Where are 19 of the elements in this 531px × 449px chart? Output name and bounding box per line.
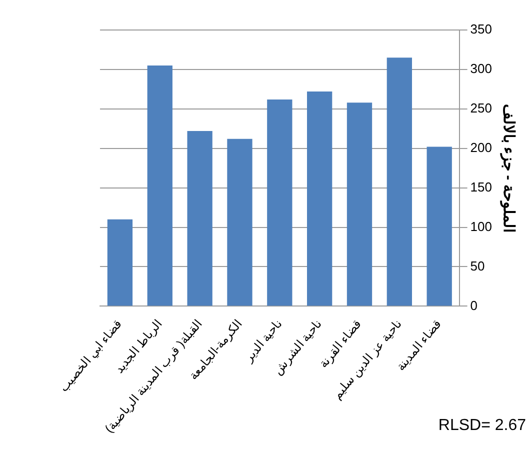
y-tick-label: 250 [470,100,492,116]
bar [426,146,452,306]
bar [187,131,212,306]
text: RLSD= 2.67 [438,417,526,434]
bar [307,92,332,306]
bar [147,66,172,306]
bar [267,99,292,306]
y-tick-label: 150 [470,179,492,194]
y-tick-label: 300 [470,61,492,76]
y-tick-label: 350 [470,22,492,37]
bar [346,102,372,306]
bar [386,58,412,306]
y-tick-label: 100 [470,218,492,234]
bar [227,138,252,306]
y-tick-label: 50 [470,258,485,274]
y-tick-label: 200 [470,140,492,155]
bar [107,219,133,306]
y-axis-title: الملوحة - جزء بالالف [500,104,517,232]
y-tick-label: 0 [470,298,478,313]
